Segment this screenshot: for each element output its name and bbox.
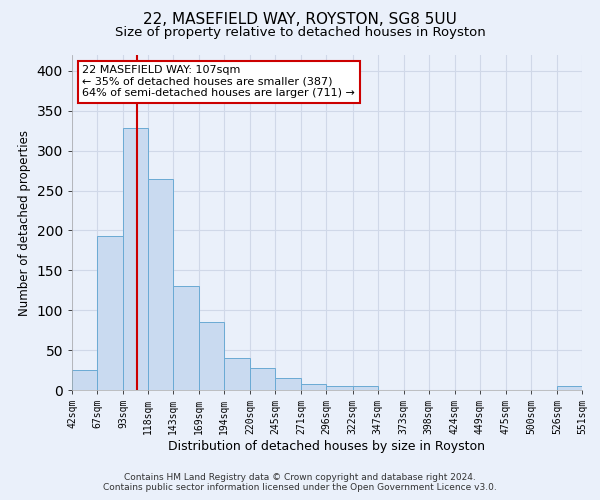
Bar xyxy=(148,180,173,390)
Bar xyxy=(224,358,250,390)
Bar xyxy=(72,370,97,390)
Bar xyxy=(275,378,301,390)
Bar xyxy=(301,384,326,390)
X-axis label: Distribution of detached houses by size in Royston: Distribution of detached houses by size … xyxy=(169,440,485,453)
Bar xyxy=(199,322,224,390)
Bar xyxy=(250,368,275,390)
Bar xyxy=(326,386,353,390)
Bar xyxy=(557,386,582,390)
Y-axis label: Number of detached properties: Number of detached properties xyxy=(18,130,31,316)
Bar xyxy=(123,128,148,390)
Bar xyxy=(97,236,123,390)
Text: Contains HM Land Registry data © Crown copyright and database right 2024.
Contai: Contains HM Land Registry data © Crown c… xyxy=(103,473,497,492)
Bar xyxy=(173,286,199,390)
Bar xyxy=(353,386,377,390)
Text: 22 MASEFIELD WAY: 107sqm
← 35% of detached houses are smaller (387)
64% of semi-: 22 MASEFIELD WAY: 107sqm ← 35% of detach… xyxy=(82,65,355,98)
Text: 22, MASEFIELD WAY, ROYSTON, SG8 5UU: 22, MASEFIELD WAY, ROYSTON, SG8 5UU xyxy=(143,12,457,28)
Text: Size of property relative to detached houses in Royston: Size of property relative to detached ho… xyxy=(115,26,485,39)
